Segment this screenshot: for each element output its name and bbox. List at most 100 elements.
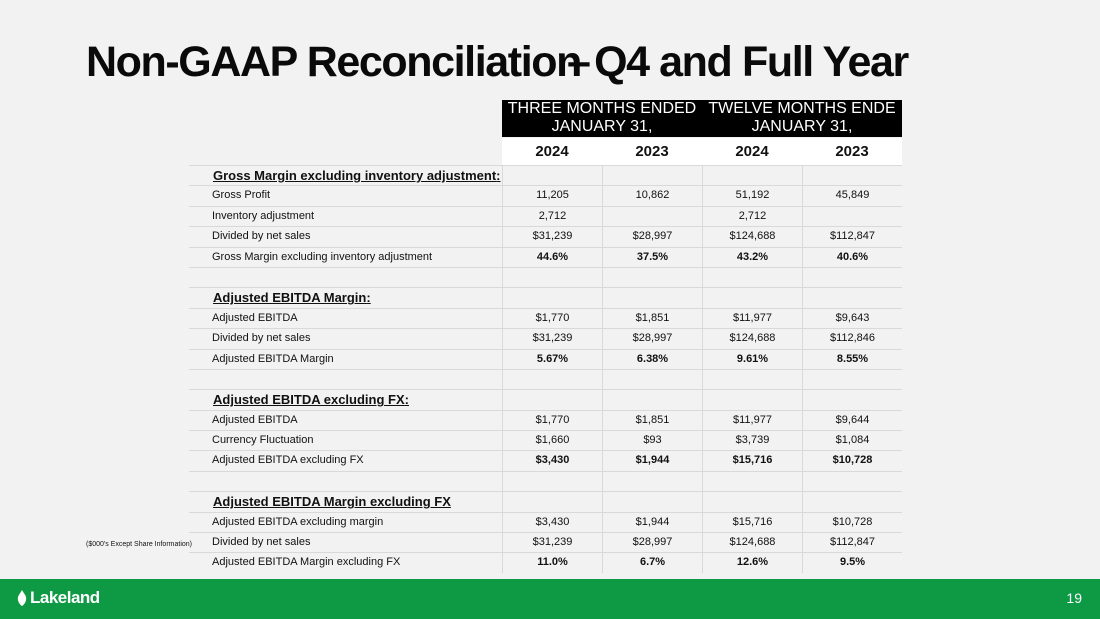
- table-cell: 45,849: [802, 186, 902, 206]
- row-label: [189, 472, 502, 491]
- row-label-text: Divided by net sales: [212, 536, 311, 549]
- reconciliation-table: Gross Margin excluding inventory adjustm…: [189, 165, 902, 573]
- row-label: Divided by net sales: [189, 533, 502, 552]
- table-cell: [602, 369, 702, 390]
- row-label: Adjusted EBITDA excluding margin: [189, 513, 502, 532]
- table-cell: 9.61%: [702, 349, 802, 369]
- title-dash: –: [567, 38, 591, 86]
- header-twelve-months-line2: JANUARY 31,: [751, 118, 853, 135]
- table-row: Adjusted EBITDA excluding margin $3,430 $1…: [189, 511, 902, 533]
- table-cell: [702, 390, 802, 410]
- spacer-row: [189, 368, 902, 390]
- table-cell: $31,239: [502, 533, 602, 553]
- table-cell: $11,977: [702, 410, 802, 431]
- row-label: [189, 268, 502, 287]
- section-colon: :: [496, 168, 501, 183]
- table-row: Gross Margin excluding inventory adjustm…: [189, 246, 902, 267]
- table-cell: [702, 166, 802, 186]
- spacer-row: [189, 470, 902, 492]
- table-cell: 37.5%: [602, 247, 702, 267]
- row-label: Adjusted EBITDA: [189, 309, 502, 328]
- table-cell: [702, 288, 802, 308]
- title-period: Q4 and Full Year: [594, 38, 909, 86]
- header-three-months-line1: THREE MONTHS ENDED: [507, 100, 697, 117]
- row-label-text: Adjusted EBITDA: [212, 311, 298, 324]
- table-cell: $9,644: [802, 410, 902, 431]
- table-row: Inventory adjustment 2,712 2,712: [189, 205, 902, 227]
- table-cell: 11,205: [502, 186, 602, 206]
- table-cell: 40.6%: [802, 247, 902, 267]
- flame-icon: [17, 590, 27, 606]
- table-cell: $1,944: [602, 451, 702, 471]
- table-cell: $1,770: [502, 410, 602, 431]
- logo-text: Lakeland: [30, 588, 100, 607]
- table-cell: [502, 390, 602, 410]
- table-row: Adjusted EBITDA excluding FX $3,430 $1,944…: [189, 450, 902, 471]
- section-title: Adjusted EBITDA Margin:: [189, 288, 502, 307]
- title-main: Non-GAAP Reconciliation: [86, 38, 582, 86]
- table-row: Currency Fluctuation $1,660 $93 $3,739 $1,08…: [189, 430, 902, 451]
- table-cell: [602, 492, 702, 512]
- row-label-text: Adjusted EBITDA Margin: [212, 352, 334, 365]
- row-label-text: Gross Margin excluding inventory adjustm…: [212, 250, 433, 263]
- header-twelve-months: TWELVE MONTHS ENDE JANUARY 31,: [702, 100, 902, 137]
- table-cell: $112,847: [802, 533, 902, 553]
- table-cell: [502, 492, 602, 512]
- section-colon: :: [366, 290, 371, 306]
- company-logo: Lakeland: [16, 588, 100, 608]
- header-twelve-months-line1: TWELVE MONTHS ENDE: [708, 100, 896, 117]
- table-cell: 43.2%: [702, 247, 802, 267]
- year-header-row: 2024 2023 2024 2023: [502, 138, 902, 165]
- table-cell: $124,688: [702, 329, 802, 349]
- row-label-text: Gross Profit: [212, 189, 271, 202]
- table-cell: 2,712: [702, 206, 802, 227]
- table-cell: 44.6%: [502, 247, 602, 267]
- table-cell: [502, 267, 602, 288]
- section-colon: :: [404, 392, 409, 408]
- table-cell: $15,716: [702, 512, 802, 533]
- table-cell: $3,430: [502, 451, 602, 471]
- row-label: Inventory adjustment: [189, 207, 502, 226]
- table-cell: [502, 166, 602, 186]
- row-label-text: Divided by net sales: [212, 230, 311, 243]
- section-title: Adjusted EBITDA excluding FX:: [189, 390, 502, 409]
- table-row: Divided by net sales $31,239 $28,997 $124,6…: [189, 328, 902, 349]
- year-header: 2024: [735, 143, 769, 160]
- row-label-text: Adjusted EBITDA excluding margin: [212, 515, 384, 528]
- table-cell: [602, 390, 702, 410]
- year-header: 2023: [635, 143, 669, 160]
- footnote: ($000's Except Share Information): [86, 541, 193, 548]
- year-header: 2023: [835, 143, 869, 160]
- section-header-row: Gross Margin excluding inventory adjustm…: [189, 165, 902, 186]
- row-label: Divided by net sales: [189, 329, 502, 348]
- row-label: Gross Margin excluding inventory adjustm…: [189, 248, 502, 267]
- row-label-text: Adjusted EBITDA excluding FX: [212, 454, 364, 467]
- section-header-row: Adjusted EBITDA Margin:: [189, 287, 902, 308]
- row-label: [189, 370, 502, 389]
- table-cell: [802, 166, 902, 186]
- table-cell: $1,770: [502, 308, 602, 329]
- table-cell: 12.6%: [702, 553, 802, 573]
- table-cell: $124,688: [702, 227, 802, 247]
- header-three-months: THREE MONTHS ENDED JANUARY 31,: [502, 100, 702, 137]
- table-cell: [802, 288, 902, 308]
- table-cell: $11,977: [702, 308, 802, 329]
- table-cell: $10,728: [802, 451, 902, 471]
- table-row: Gross Profit 11,205 10,862 51,192 45,849: [189, 185, 902, 206]
- table-cell: $1,851: [602, 308, 702, 329]
- table-row: Adjusted EBITDA Margin 5.67% 6.38% 9.61% 8.5…: [189, 348, 902, 369]
- table-row: Adjusted EBITDA $1,770 $1,851 $11,977 $9,644: [189, 409, 902, 431]
- row-label-text: Adjusted EBITDA Margin excluding FX: [213, 494, 451, 510]
- row-label-text: Divided by net sales: [212, 332, 311, 345]
- section-title: Adjusted EBITDA Margin excluding FX: [189, 492, 502, 511]
- table-cell: $3,430: [502, 512, 602, 533]
- table-cell: [802, 471, 902, 492]
- footer-bar: Lakeland 19: [0, 579, 1100, 619]
- section-title: Gross Margin excluding inventory adjustm…: [189, 166, 502, 185]
- table-cell: $10,728: [802, 512, 902, 533]
- table-cell: $1,851: [602, 410, 702, 431]
- row-label: Adjusted EBITDA Margin: [189, 350, 502, 369]
- table-cell: $124,688: [702, 533, 802, 553]
- table-cell: $28,997: [602, 227, 702, 247]
- table-cell: $28,997: [602, 329, 702, 349]
